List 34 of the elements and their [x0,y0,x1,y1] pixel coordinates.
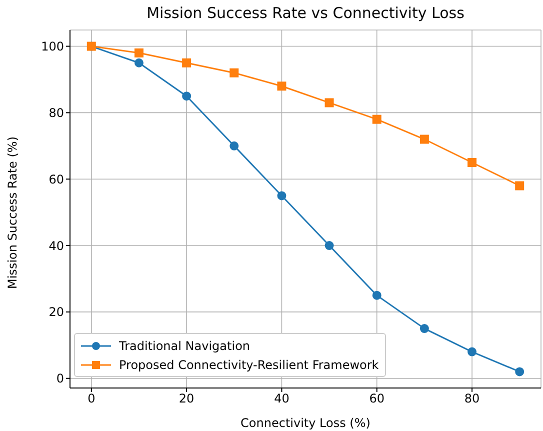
point [372,114,382,124]
point [420,134,429,144]
point [515,181,524,190]
point [134,48,144,58]
point [372,290,382,300]
point [420,324,429,334]
point [468,158,477,168]
point [230,68,239,78]
point [277,191,286,200]
y-tick-label: 100 [41,40,64,54]
point [468,347,477,356]
legend-label: Proposed Connectivity-Resilient Framework [119,358,379,372]
x-tick-label: 40 [274,392,290,406]
x-tick-label: 20 [178,392,194,406]
x-tick-label: 0 [88,392,96,406]
point [182,58,192,68]
x-axis-title: Connectivity Loss (%) [240,416,370,430]
x-tick-label: 60 [369,392,385,406]
y-tick-label: 80 [48,106,64,120]
y-tick-label: 60 [48,172,64,186]
point [230,141,239,150]
y-tick-label: 20 [48,305,64,320]
point [324,241,334,250]
point [515,367,524,376]
y-tick-label: 0 [56,372,64,386]
point [182,92,192,101]
point [277,82,286,91]
x-tick-label: 80 [464,392,480,406]
point [324,98,334,108]
legend-label: Traditional Navigation [119,338,250,352]
y-axis-title: Mission Success Rate (%) [5,136,20,289]
chart-title: Mission Success Rate vs Connectivity Loss [146,4,466,22]
y-tick-label: 40 [48,238,64,253]
point [134,58,144,68]
